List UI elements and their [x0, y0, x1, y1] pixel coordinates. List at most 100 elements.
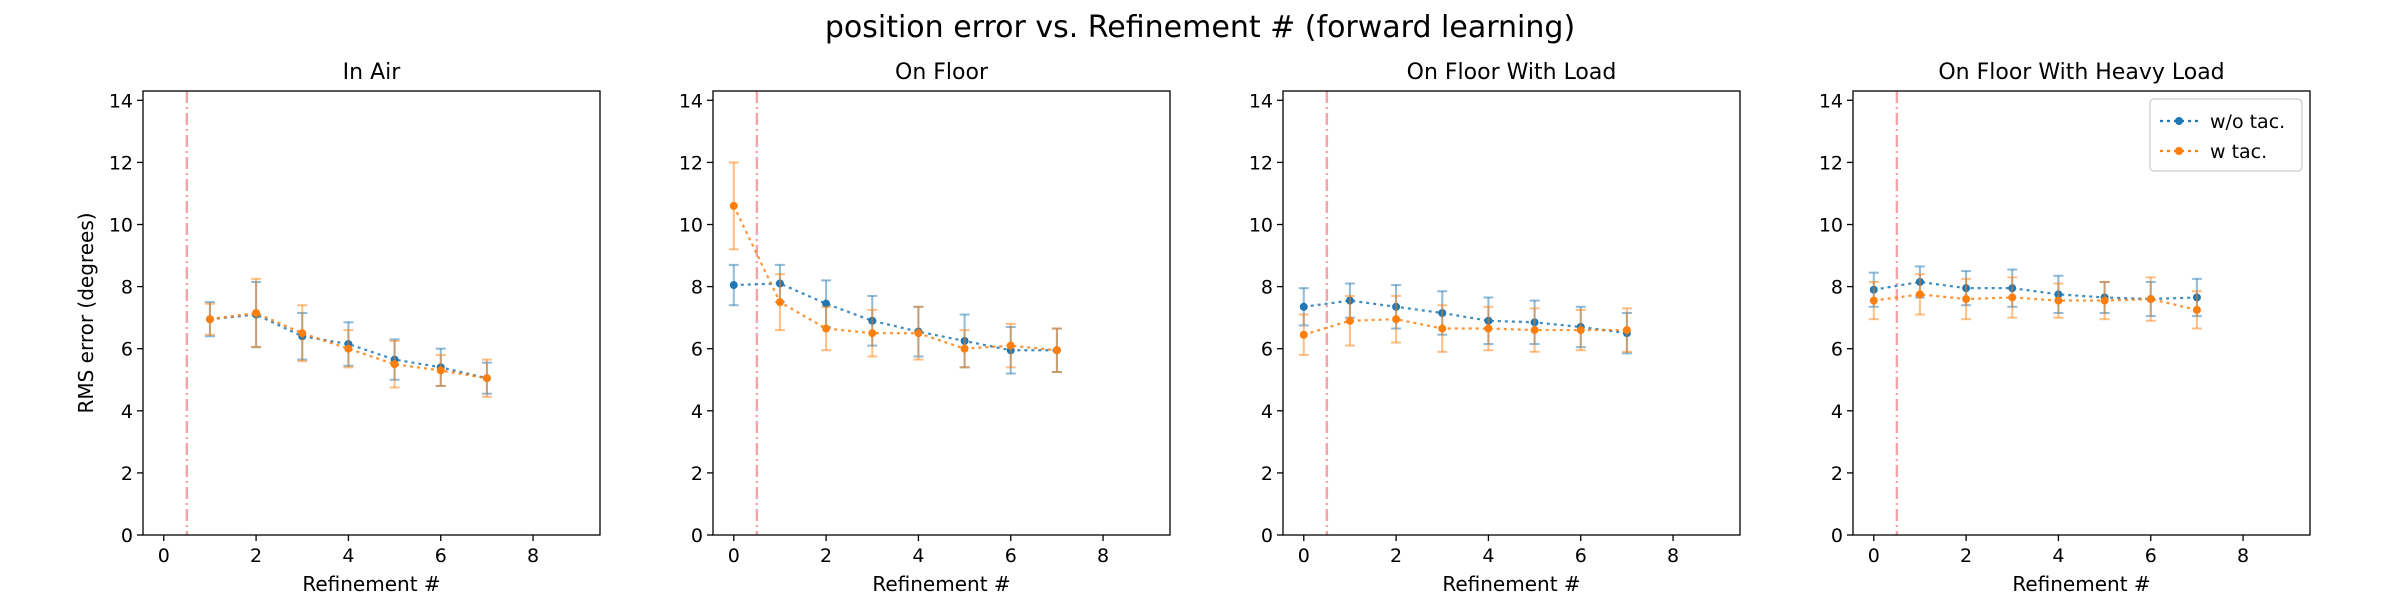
- x-tick-label: 6: [1005, 545, 1017, 567]
- axes-frame: [142, 90, 601, 536]
- subplot-1: In Air 0 2 4 6 8 0 2 4 6 8 10 12 14 Refinement # RMS er…: [74, 60, 601, 596]
- subplot-title: On Floor With Heavy Load: [1938, 60, 2224, 85]
- data-point: [2054, 296, 2063, 305]
- data-point: [482, 374, 491, 383]
- figure-title: position error vs. Refinement # (forward…: [825, 10, 1575, 45]
- y-tick-label: 0: [121, 525, 133, 547]
- x-tick-label: 6: [1575, 545, 1587, 567]
- y-axis-label: RMS error (degrees): [74, 212, 98, 413]
- series-line: [732, 205, 1058, 352]
- data-point: [2008, 293, 2017, 302]
- x-tick-label: 6: [2145, 545, 2157, 567]
- x-tick-label: 2: [250, 545, 262, 567]
- y-tick-label: 10: [679, 215, 703, 237]
- subplot-title: In Air: [343, 60, 402, 85]
- data-point: [1869, 296, 1878, 305]
- y-tick-label: 6: [691, 339, 703, 361]
- data-point: [1345, 316, 1354, 325]
- series-with-tactile: [728, 161, 1062, 373]
- axes-frame: [1852, 90, 2311, 536]
- x-axis-label: Refinement #: [302, 572, 440, 596]
- data-point: [390, 360, 399, 369]
- legend-label: w tac.: [2210, 141, 2267, 163]
- data-point: [344, 344, 353, 353]
- y-tick-label: 12: [679, 152, 703, 174]
- x-tick-label: 8: [1097, 545, 1109, 567]
- y-tick-label: 0: [1831, 525, 1843, 547]
- subplots: In Air 0 2 4 6 8 0 2 4 6 8 10 12 14 Refinement # RMS er…: [74, 60, 2311, 596]
- x-tick-label: 4: [912, 545, 924, 567]
- series-with-tactile: [204, 277, 492, 398]
- x-tick-label: 6: [435, 545, 447, 567]
- data-point: [205, 315, 214, 324]
- subplot-2: On Floor 0 2 4 6 8 0 2 4 6 8 10 12 14 Refinement #: [679, 60, 1171, 596]
- data-point: [2146, 295, 2155, 304]
- x-tick-label: 2: [1960, 545, 1972, 567]
- x-tick-label: 2: [820, 545, 832, 567]
- y-tick-label: 14: [1249, 90, 1273, 112]
- y-tick-label: 14: [1819, 90, 1843, 112]
- y-tick-label: 2: [1831, 463, 1843, 485]
- data-point: [2192, 305, 2201, 314]
- x-tick-label: 0: [728, 545, 740, 567]
- series-line: [1303, 299, 1628, 335]
- y-tick-label: 6: [1831, 339, 1843, 361]
- x-tick-label: 8: [527, 545, 539, 567]
- x-tick-label: 4: [2052, 545, 2064, 567]
- y-tick-label: 0: [1261, 525, 1273, 547]
- data-point: [298, 329, 307, 338]
- data-point: [1530, 326, 1539, 335]
- data-point: [822, 299, 831, 308]
- data-point: [1962, 295, 1971, 304]
- data-point: [729, 201, 738, 210]
- data-point: [2100, 296, 2109, 305]
- data-point: [1438, 324, 1447, 333]
- subplot-title: On Floor With Load: [1407, 60, 1617, 85]
- x-tick-label: 8: [2237, 545, 2249, 567]
- subplot-3: On Floor With Load 0 2 4 6 8 0 2 4 6 8 10 12 14 Refine…: [1249, 60, 1741, 596]
- subplot-4: On Floor With Heavy Load 0 2 4 6 8 0 2 4 6 8 10 12 14…: [1819, 60, 2311, 596]
- axes-frame: [712, 90, 1171, 536]
- data-point: [822, 324, 831, 333]
- x-tick-label: 0: [1298, 545, 1310, 567]
- y-tick-label: 8: [1831, 277, 1843, 299]
- series-with-tactile: [1868, 273, 2202, 330]
- y-tick-label: 4: [121, 401, 133, 423]
- series-without-tactile: [728, 263, 1062, 375]
- data-point: [1392, 315, 1401, 324]
- y-tick-label: 12: [1819, 152, 1843, 174]
- data-point: [1299, 302, 1308, 311]
- y-tick-label: 14: [109, 90, 133, 112]
- x-tick-label: 8: [1667, 545, 1679, 567]
- y-tick-label: 2: [1261, 463, 1273, 485]
- x-tick-label: 0: [158, 545, 170, 567]
- y-tick-label: 14: [679, 90, 703, 112]
- data-point: [1484, 324, 1493, 333]
- legend: w/o tac. w tac.: [2149, 98, 2303, 172]
- x-axis-label: Refinement #: [872, 572, 1010, 596]
- y-tick-label: 12: [109, 152, 133, 174]
- legend-marker: [2175, 147, 2183, 155]
- y-tick-label: 4: [1831, 401, 1843, 423]
- legend-frame: [2149, 98, 2303, 172]
- y-tick-label: 4: [1261, 401, 1273, 423]
- data-point: [914, 329, 923, 338]
- y-tick-label: 8: [1261, 277, 1273, 299]
- y-tick-label: 8: [691, 277, 703, 299]
- data-point: [1576, 326, 1585, 335]
- data-point: [252, 309, 261, 317]
- x-axis-label: Refinement #: [1442, 572, 1580, 596]
- x-tick-label: 2: [1390, 545, 1402, 567]
- data-point: [729, 281, 738, 290]
- series-with-tactile: [1298, 294, 1632, 356]
- y-tick-label: 2: [691, 463, 703, 485]
- data-point: [868, 329, 877, 338]
- data-point: [775, 298, 784, 307]
- y-tick-label: 0: [691, 525, 703, 547]
- data-point: [1006, 341, 1015, 350]
- y-tick-label: 10: [109, 215, 133, 237]
- data-point: [1299, 330, 1308, 339]
- x-tick-label: 4: [1482, 545, 1494, 567]
- series-line: [1873, 280, 2197, 301]
- y-tick-label: 4: [691, 401, 703, 423]
